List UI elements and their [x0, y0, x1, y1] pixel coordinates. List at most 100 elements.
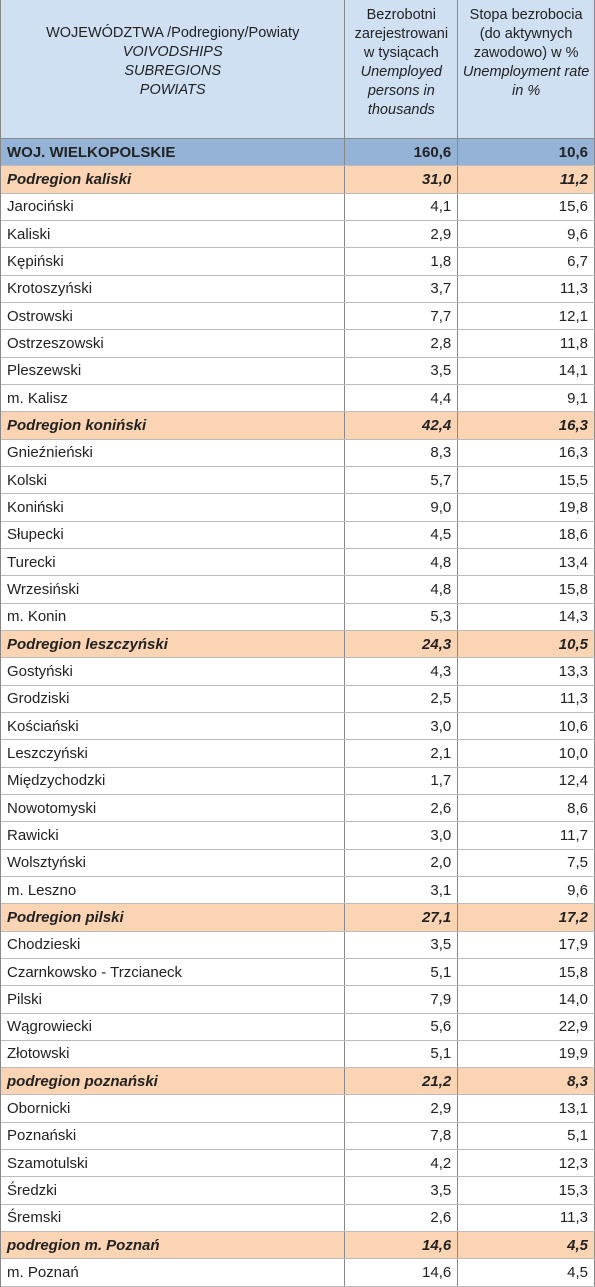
rate-cell: 9,6: [458, 876, 595, 904]
rate-cell: 15,3: [458, 1177, 595, 1204]
name-cell: Gostyński: [1, 658, 346, 685]
unemployed-cell: 5,7: [345, 466, 459, 494]
rate-cell: 10,5: [458, 630, 595, 658]
name-cell: Grodziski: [1, 685, 346, 712]
rate-cell: 10,0: [458, 740, 595, 767]
unemployed-cell: 27,1: [345, 904, 459, 931]
unemployed-cell: 3,5: [345, 357, 459, 384]
unemployed-cell: 4,8: [345, 576, 459, 603]
name-cell: Kolski: [1, 466, 346, 494]
name-cell: Chodzieski: [1, 931, 346, 958]
unemployed-cell: 160,6: [345, 139, 459, 166]
name-cell: WOJ. WIELKOPOLSKIE: [1, 139, 346, 166]
rate-cell: 16,3: [458, 439, 595, 466]
powiat-row: Wrzesiński 4,8 15,8: [1, 576, 595, 604]
name-cell: Podregion leszczyński: [1, 630, 346, 658]
header-text: Stopa bezrobocia (do aktywnych zawodowo)…: [469, 7, 583, 61]
name-cell: Wolsztyński: [1, 849, 346, 876]
rate-cell: 8,3: [458, 1068, 595, 1095]
rate-cell: 17,9: [458, 931, 595, 958]
name-cell: Leszczyński: [1, 740, 346, 767]
rate-cell: 12,4: [458, 767, 595, 794]
name-cell: Wrzesiński: [1, 576, 346, 603]
name-cell: podregion m. Poznań: [1, 1232, 346, 1259]
powiat-row: Szamotulski 4,2 12,3: [1, 1150, 595, 1178]
unemployed-cell: 4,3: [345, 658, 459, 685]
unemployed-cell: 1,8: [345, 248, 459, 275]
header-text: Unemployment rate in %: [462, 64, 590, 99]
rate-cell: 9,6: [458, 220, 595, 248]
header-text: WOJEWÓDZTWA /Podregiony/Powiaty: [46, 25, 300, 41]
unemployed-cell: 42,4: [345, 412, 459, 439]
rate-cell: 18,6: [458, 521, 595, 548]
name-cell: m. Konin: [1, 603, 346, 630]
name-cell: Śremski: [1, 1204, 346, 1232]
name-cell: Gnieźnieński: [1, 439, 346, 466]
rate-cell: 10,6: [458, 712, 595, 740]
rate-cell: 7,5: [458, 849, 595, 876]
rate-cell: 15,6: [458, 193, 595, 220]
name-cell: Rawicki: [1, 822, 346, 849]
unemployed-cell: 5,6: [345, 1013, 459, 1040]
powiat-row: m. Leszno 3,1 9,6: [1, 876, 595, 905]
powiat-row: Gostyński 4,3 13,3: [1, 658, 595, 686]
unemployed-cell: 5,1: [345, 958, 459, 986]
unemployed-cell: 2,6: [345, 794, 459, 822]
unemployed-cell: 4,1: [345, 193, 459, 220]
unemployed-cell: 14,6: [345, 1232, 459, 1259]
name-cell: Poznański: [1, 1122, 346, 1150]
unemployed-cell: 7,8: [345, 1122, 459, 1150]
name-cell: Kaliski: [1, 220, 346, 248]
rate-cell: 15,8: [458, 576, 595, 603]
powiat-row: Wolsztyński 2,0 7,5: [1, 849, 595, 877]
name-cell: podregion poznański: [1, 1068, 346, 1095]
unemployed-cell: 4,8: [345, 548, 459, 576]
name-cell: Nowotomyski: [1, 794, 346, 822]
powiat-row: Czarnkowsko - Trzcianeck 5,1 15,8: [1, 958, 595, 987]
name-cell: Podregion koniński: [1, 412, 346, 439]
rate-cell: 5,1: [458, 1122, 595, 1150]
rate-cell: 10,6: [458, 139, 595, 166]
name-cell: Podregion kaliski: [1, 166, 346, 193]
powiat-row: m. Konin 5,3 14,3: [1, 603, 595, 631]
rate-cell: 11,7: [458, 822, 595, 849]
rate-cell: 13,1: [458, 1095, 595, 1122]
powiat-row: Krotoszyński 3,7 11,3: [1, 275, 595, 303]
header-text: Bezrobotni zarejestrowani w tysiącach: [354, 7, 449, 61]
rate-cell: 12,1: [458, 302, 595, 330]
name-cell: Krotoszyński: [1, 275, 346, 302]
unemployed-cell: 3,7: [345, 275, 459, 302]
subregion-row: Podregion pilski 27,1 17,2: [1, 904, 595, 932]
unemployed-cell: 4,2: [345, 1150, 459, 1177]
name-cell: Ostrzeszowski: [1, 330, 346, 357]
subregion-row: Podregion leszczyński 24,3 10,5: [1, 630, 595, 659]
rate-cell: 4,5: [458, 1259, 595, 1286]
voivodship-row: WOJ. WIELKOPOLSKIE 160,6 10,6: [1, 139, 595, 167]
rate-cell: 12,3: [458, 1150, 595, 1177]
rate-cell: 9,1: [458, 384, 595, 412]
name-cell: Kępiński: [1, 248, 346, 275]
name-cell: Podregion pilski: [1, 904, 346, 931]
unemployed-cell: 9,0: [345, 494, 459, 521]
powiat-row: Słupecki 4,5 18,6: [1, 521, 595, 549]
powiat-row: Kolski 5,7 15,5: [1, 466, 595, 495]
rate-cell: 15,8: [458, 958, 595, 986]
unemployed-cell: 5,1: [345, 1040, 459, 1068]
unemployed-cell: 2,6: [345, 1204, 459, 1232]
unemployed-cell: 2,9: [345, 220, 459, 248]
name-cell: m. Kalisz: [1, 384, 346, 412]
name-cell: Średzki: [1, 1177, 346, 1204]
powiat-row: Grodziski 2,5 11,3: [1, 685, 595, 713]
header-text: SUBREGIONS: [124, 63, 222, 79]
powiat-row: Jarociński 4,1 15,6: [1, 193, 595, 221]
unemployed-cell: 7,9: [345, 986, 459, 1013]
rate-cell: 6,7: [458, 248, 595, 275]
name-cell: Turecki: [1, 548, 346, 576]
unemployed-cell: 8,3: [345, 439, 459, 466]
powiat-row: Turecki 4,8 13,4: [1, 548, 595, 577]
powiat-row: Ostrowski 7,7 12,1: [1, 302, 595, 331]
powiat-row: Śremski 2,6 11,3: [1, 1204, 595, 1233]
rate-cell: 11,3: [458, 685, 595, 712]
powiat-row: Nowotomyski 2,6 8,6: [1, 794, 595, 823]
powiat-row: Kępiński 1,8 6,7: [1, 248, 595, 276]
